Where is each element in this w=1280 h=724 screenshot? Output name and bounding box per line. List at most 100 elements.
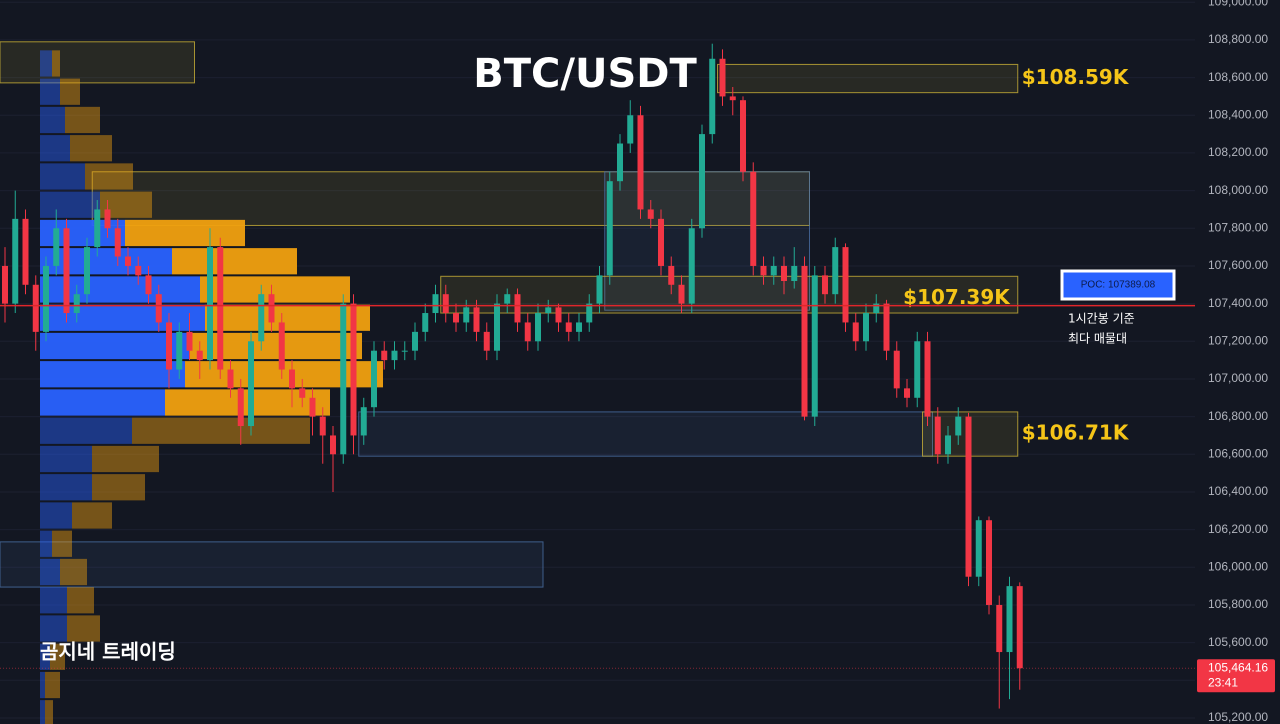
candle-body: [176, 331, 183, 370]
candle-layer: [2, 43, 1023, 709]
y-tick-label: 106,600.00: [1208, 446, 1268, 460]
candle-body: [627, 115, 634, 144]
profile-sell-bar: [52, 530, 72, 557]
zone-label: $108.59K: [1022, 65, 1130, 89]
candle-body: [893, 350, 900, 389]
profile-buy-bar: [40, 417, 132, 444]
candle-body: [576, 322, 582, 332]
candle-body: [924, 341, 931, 417]
candle-body: [1016, 586, 1023, 669]
candle-body: [278, 322, 285, 370]
y-tick-label: 106,000.00: [1208, 559, 1268, 573]
candle-body: [709, 58, 716, 135]
y-tick-label: 108,400.00: [1208, 107, 1268, 121]
profile-buy-bar: [40, 587, 67, 614]
candle-body: [904, 388, 910, 398]
candle-body: [94, 209, 101, 248]
zone-label: $107.39K: [903, 285, 1011, 309]
y-tick-label: 105,600.00: [1208, 635, 1268, 649]
candle-body: [360, 407, 367, 436]
candle-body: [2, 265, 8, 304]
candle-body: [637, 115, 644, 210]
profile-buy-bar: [40, 558, 60, 586]
candle-body: [22, 218, 29, 285]
candle-body: [545, 307, 552, 314]
candle-body: [63, 228, 70, 314]
y-tick-label: 109,000.00: [1208, 0, 1268, 8]
candle-body: [934, 416, 941, 455]
candle-body: [381, 350, 388, 361]
zone: [91, 171, 810, 226]
profile-buy-bar: [40, 332, 190, 360]
y-tick-label: 108,800.00: [1208, 32, 1268, 46]
candle-body: [873, 303, 880, 314]
profile-buy-bar: [40, 700, 45, 724]
candle-body: [760, 265, 767, 276]
zone: [0, 41, 195, 84]
candle-body: [483, 331, 490, 351]
candle-body: [32, 284, 39, 332]
profile-sell-bar: [190, 332, 362, 360]
y-tick-label: 108,200.00: [1208, 145, 1268, 159]
poc-box: [1060, 269, 1176, 301]
candle-body: [770, 265, 777, 276]
profile-sell-bar: [45, 700, 53, 724]
candle-body: [750, 171, 757, 266]
candle-body: [309, 397, 316, 417]
y-tick-label: 107,200.00: [1208, 333, 1268, 347]
zone: [717, 63, 1019, 94]
candle-body: [350, 303, 357, 436]
profile-buy-bar: [40, 671, 45, 699]
profile-sell-bar: [85, 163, 133, 190]
candle-body: [955, 416, 962, 436]
candle-body: [863, 313, 869, 342]
candle-body: [729, 96, 736, 101]
candle-body: [135, 265, 142, 276]
candle-body: [237, 388, 244, 427]
candle-body: [555, 307, 562, 323]
candle-body: [699, 134, 705, 229]
candle-body: [514, 294, 521, 323]
poc-label: POC: 107389.08: [1081, 280, 1156, 291]
candle-body: [12, 218, 19, 304]
profile-sell-bar: [65, 106, 100, 134]
candle-body: [207, 247, 213, 361]
candle-body: [524, 322, 531, 342]
candle-body: [432, 294, 439, 314]
profile-sell-bar: [132, 417, 310, 444]
profile-buy-bar: [40, 389, 165, 416]
candle-body: [391, 350, 398, 361]
candle-body: [453, 313, 459, 323]
y-tick-label: 108,000.00: [1208, 183, 1268, 197]
candle-body: [606, 181, 613, 276]
profile-buy-bar: [40, 163, 85, 190]
candle-body: [43, 265, 49, 332]
candle-body: [586, 303, 593, 323]
candle-body: [268, 294, 275, 323]
candle-body: [975, 520, 982, 577]
zone-layer: [0, 41, 1019, 588]
candle-body: [412, 331, 418, 351]
profile-sell-bar: [92, 474, 145, 501]
profile-sell-bar: [60, 558, 87, 586]
profile-buy-bar: [40, 106, 65, 134]
candle-body: [678, 284, 685, 304]
countdown-label: 23:41: [1208, 675, 1238, 689]
profile-buy-bar: [40, 248, 172, 275]
y-tick-label: 105,200.00: [1208, 710, 1268, 724]
profile-sell-bar: [172, 248, 297, 275]
candle-body: [740, 100, 746, 172]
candle-body: [596, 275, 603, 304]
candle-body: [791, 265, 798, 282]
chart-title: BTC/USDT: [473, 51, 697, 97]
profile-sell-bar: [60, 78, 80, 105]
candle-body: [668, 265, 675, 285]
candle-body: [125, 256, 131, 266]
candle-body: [658, 218, 664, 266]
poc-note: 1시간봉 기준: [1068, 312, 1135, 326]
price-axis: [1195, 0, 1280, 724]
candle-body: [832, 247, 839, 295]
profile-sell-bar: [67, 615, 100, 642]
overlay-layer: $107.39K $108.59K $106.71K POC: 107389.08 10…: [0, 65, 1275, 693]
profile-buy-bar: [40, 135, 70, 162]
